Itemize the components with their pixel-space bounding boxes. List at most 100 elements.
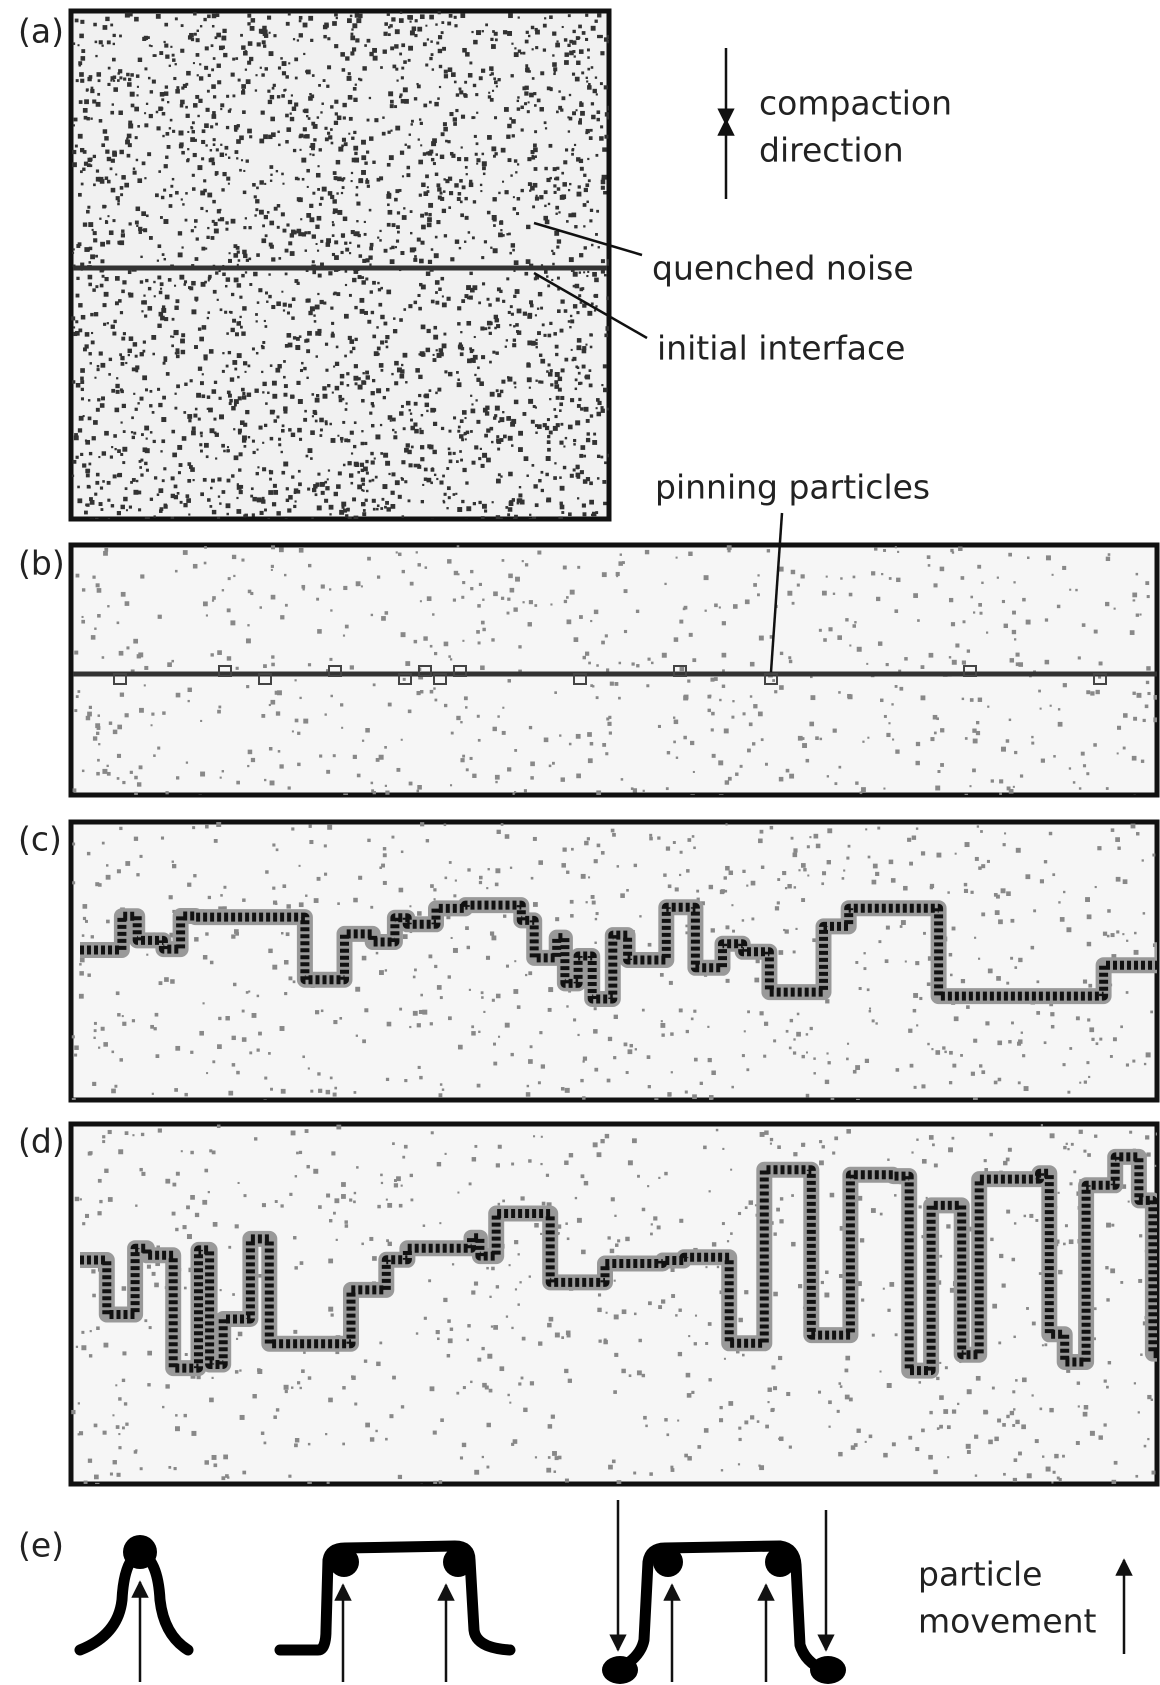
noise-dot — [400, 632, 406, 638]
noise-dot — [306, 114, 309, 118]
noise-dot — [505, 964, 510, 968]
noise-dot — [139, 707, 144, 713]
noise-dot — [700, 901, 705, 906]
noise-dot — [345, 514, 349, 518]
noise-dot — [507, 597, 511, 601]
noise-dot — [120, 233, 125, 238]
noise-dot — [131, 478, 136, 482]
noise-dot — [664, 1171, 668, 1176]
noise-dot — [791, 601, 795, 605]
panel-label: (c) — [18, 820, 62, 859]
noise-dot — [356, 201, 361, 206]
noise-dot — [511, 498, 515, 502]
noise-dot — [519, 1281, 522, 1284]
noise-dot — [202, 1199, 208, 1205]
noise-dot — [471, 1157, 477, 1162]
noise-dot — [506, 611, 510, 615]
noise-dot — [211, 389, 217, 394]
noise-dot — [580, 445, 586, 450]
noise-dot — [268, 31, 271, 34]
noise-dot — [444, 370, 448, 374]
noise-dot — [908, 1435, 913, 1440]
noise-dot — [463, 240, 467, 243]
noise-dot — [446, 1353, 451, 1358]
pinning-particle — [963, 665, 977, 677]
noise-dot — [999, 1253, 1004, 1259]
noise-dot — [221, 369, 225, 373]
noise-dot — [524, 39, 529, 44]
noise-dot — [144, 448, 150, 454]
noise-dot — [527, 622, 532, 627]
noise-dot — [486, 297, 490, 301]
noise-dot — [526, 363, 531, 368]
noise-dot — [376, 177, 381, 182]
noise-dot — [400, 369, 405, 374]
noise-dot — [546, 1467, 552, 1473]
noise-dot — [263, 423, 268, 428]
noise-dot — [540, 1232, 543, 1235]
noise-dot — [561, 1336, 565, 1340]
noise-dot — [360, 441, 365, 446]
noise-dot — [612, 832, 616, 837]
noise-dot — [540, 470, 544, 474]
noise-dot — [568, 93, 572, 97]
noise-dot — [561, 25, 564, 29]
noise-dot — [209, 960, 214, 965]
noise-dot — [859, 1238, 865, 1243]
noise-dot — [139, 352, 144, 357]
noise-dot — [391, 372, 394, 376]
noise-dot — [116, 377, 119, 380]
noise-dot — [430, 53, 434, 57]
noise-dot — [101, 274, 105, 278]
noise-dot — [292, 980, 296, 984]
noise-dot — [1057, 721, 1063, 727]
noise-dot — [944, 1050, 947, 1054]
noise-dot — [224, 310, 228, 314]
noise-dot — [596, 117, 600, 122]
noise-dot — [291, 297, 296, 302]
noise-dot — [121, 175, 126, 180]
noise-dot — [255, 208, 259, 212]
noise-dot — [236, 353, 242, 359]
noise-dot — [556, 276, 560, 280]
noise-dot — [261, 370, 264, 374]
noise-dot — [165, 1178, 171, 1184]
noise-dot — [260, 110, 265, 115]
noise-dot — [585, 901, 588, 904]
noise-dot — [447, 1319, 451, 1323]
noise-dot — [97, 714, 101, 717]
noise-dot — [269, 364, 273, 367]
noise-dot — [370, 905, 374, 909]
noise-dot — [801, 898, 806, 902]
noise-dot — [390, 156, 393, 159]
noise-dot — [970, 595, 974, 599]
noise-dot — [1040, 758, 1045, 763]
noise-dot — [758, 838, 763, 844]
noise-dot — [220, 103, 225, 108]
noise-dot — [307, 563, 312, 568]
noise-dot — [389, 104, 394, 109]
noise-dot — [127, 82, 132, 87]
noise-dot — [749, 661, 755, 667]
noise-dot — [340, 191, 344, 195]
noise-dot — [196, 392, 202, 398]
noise-dot — [291, 395, 295, 399]
noise-dot — [357, 470, 360, 474]
noise-dot — [443, 69, 448, 74]
noise-dot — [576, 311, 580, 315]
noise-dot — [330, 694, 333, 698]
noise-dot — [417, 26, 423, 32]
noise-dot — [136, 224, 139, 227]
noise-dot — [181, 86, 185, 90]
noise-dot — [106, 764, 109, 768]
noise-dot — [581, 287, 585, 290]
noise-dot — [134, 775, 138, 780]
noise-dot — [473, 116, 476, 119]
noise-dot — [184, 1353, 188, 1356]
noise-dot — [409, 30, 415, 36]
noise-dot — [88, 1354, 93, 1358]
noise-dot — [216, 1124, 221, 1129]
noise-dot — [539, 1031, 543, 1035]
noise-dot — [184, 382, 188, 386]
noise-dot — [332, 21, 337, 26]
